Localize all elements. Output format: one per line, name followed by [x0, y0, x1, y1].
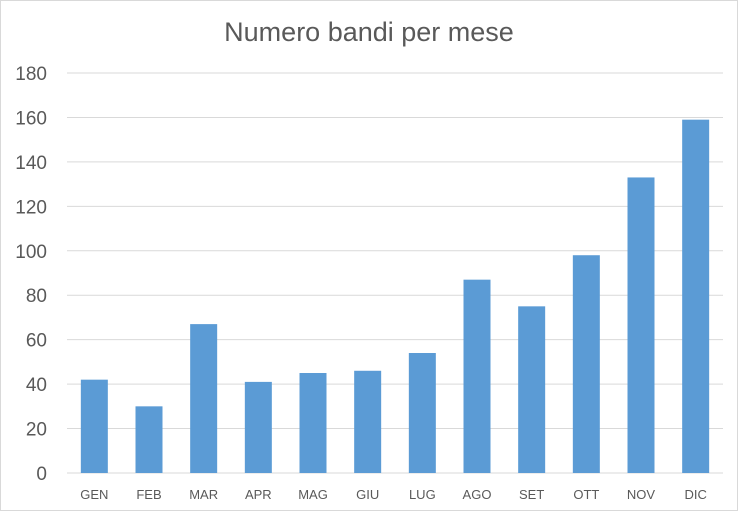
- y-tick-label: 60: [26, 331, 47, 352]
- bar-mar: [190, 324, 218, 473]
- x-tick-label: LUG: [409, 487, 436, 502]
- bar-feb: [135, 406, 163, 473]
- bar-lug: [408, 353, 436, 473]
- bar-mag: [299, 373, 327, 473]
- y-tick-label: 20: [26, 420, 47, 441]
- x-axis-ticks: GEN FEB MAR APR MAG GIU LUG AGO SET OTT NOV DIC: [80, 487, 707, 502]
- y-tick-label: 120: [15, 197, 47, 218]
- x-tick-label: GEN: [80, 487, 108, 502]
- x-tick-label: FEB: [136, 487, 161, 502]
- bar-gen: [80, 379, 108, 473]
- x-tick-label: SET: [519, 487, 544, 502]
- bar-giu: [354, 370, 382, 473]
- bar-ott: [572, 255, 600, 473]
- chart-title: Numero bandi per mese: [224, 17, 514, 47]
- y-tick-label: 140: [15, 153, 47, 174]
- bar-dic: [682, 119, 710, 474]
- x-tick-label: NOV: [627, 487, 656, 502]
- x-tick-label: AGO: [463, 487, 492, 502]
- y-tick-label: 160: [15, 108, 47, 129]
- bar-apr: [244, 381, 272, 473]
- x-tick-label: DIC: [684, 487, 706, 502]
- y-tick-label: 80: [26, 286, 47, 307]
- gridlines: [67, 72, 723, 474]
- x-tick-label: MAR: [189, 487, 218, 502]
- y-tick-label: 40: [26, 375, 47, 396]
- y-tick-label: 0: [36, 464, 47, 485]
- x-tick-label: APR: [245, 487, 272, 502]
- y-tick-label: 180: [15, 64, 47, 85]
- x-tick-label: GIU: [356, 487, 379, 502]
- x-tick-label: MAG: [298, 487, 328, 502]
- bar-ago: [463, 279, 491, 473]
- bars: [80, 119, 710, 474]
- bar-nov: [627, 177, 655, 473]
- bar-set: [518, 306, 546, 473]
- y-axis-ticks: 0 20 40 60 80 100 120 140 160 180: [15, 64, 47, 485]
- y-tick-label: 100: [15, 242, 47, 263]
- x-tick-label: OTT: [573, 487, 599, 502]
